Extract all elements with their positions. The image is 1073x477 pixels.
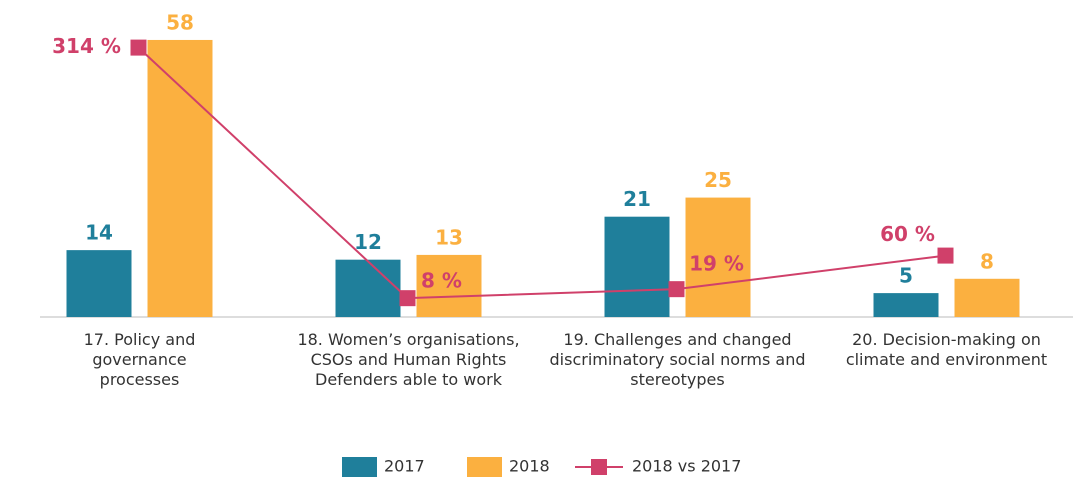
line-marker [399, 290, 416, 307]
line-marker [130, 39, 147, 56]
bar [954, 278, 1020, 317]
bar-value-label: 8 [980, 249, 994, 273]
line-marker [668, 281, 685, 298]
x-tick-label: 17. Policy and governance processes [83, 330, 196, 389]
legend-label: 2018 [509, 457, 550, 476]
legend-marker [591, 459, 607, 475]
line-value-label: 8 % [421, 269, 462, 293]
line-marker [937, 247, 954, 264]
bar-value-label: 5 [899, 264, 913, 288]
legend-label: 2018 vs 2017 [632, 457, 741, 476]
bar [604, 216, 670, 317]
x-tick-label: 19. Challenges and changed discriminator… [549, 330, 806, 389]
line-value-label: 314 % [52, 34, 121, 58]
line-value-label: 19 % [689, 252, 744, 276]
x-tick-label: 18. Women’s organisations, CSOs and Huma… [297, 330, 520, 389]
legend-swatch [467, 457, 502, 477]
legend-label: 2017 [384, 457, 425, 476]
legend-swatch [342, 457, 377, 477]
bar-value-label: 14 [85, 221, 113, 245]
bar [335, 259, 401, 317]
bar [416, 254, 482, 317]
bar-value-label: 12 [354, 230, 382, 254]
bar-value-label: 25 [704, 168, 732, 192]
x-tick-label: 20. Decision-making on climate and envir… [845, 330, 1048, 369]
line [137, 46, 946, 300]
bar-value-label: 13 [435, 225, 463, 249]
line-value-label: 60 % [880, 222, 935, 246]
bar-value-label: 58 [166, 10, 194, 34]
bar [685, 197, 751, 317]
bar [147, 39, 213, 317]
bar [873, 293, 939, 317]
bar [66, 250, 132, 317]
bar-value-label: 21 [623, 187, 651, 211]
